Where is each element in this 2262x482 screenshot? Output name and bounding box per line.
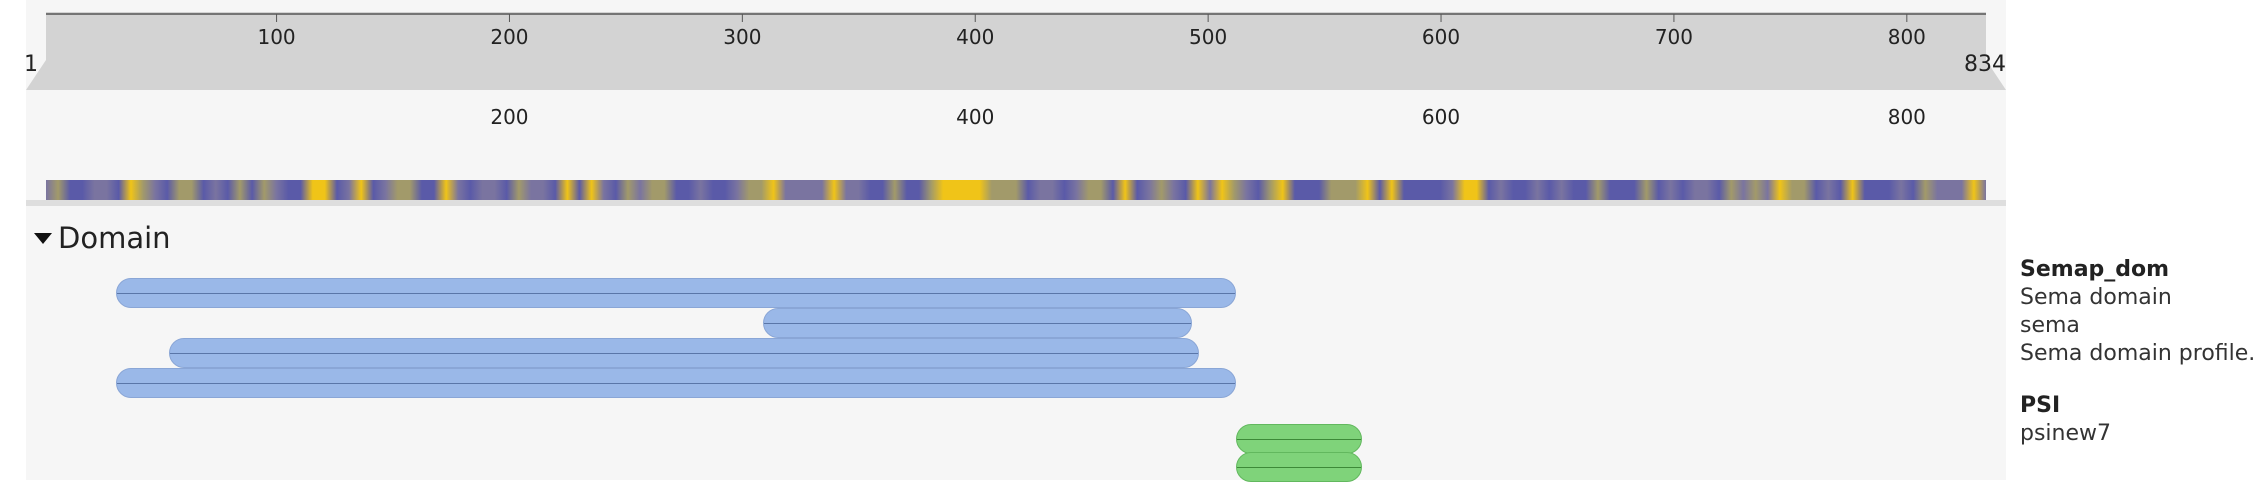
- bottom-tick-group: 200 400 600 800: [490, 105, 1926, 129]
- zoom-tick-label: 800: [1888, 105, 1926, 129]
- ruler-tick-label: 200: [490, 25, 528, 49]
- sema-domain-feature[interactable]: [115, 278, 1237, 308]
- feature-center-line: [170, 353, 1198, 354]
- hydropathy-track: [46, 180, 1986, 200]
- ruler-tick-label: 700: [1655, 25, 1693, 49]
- sema-domain-feature[interactable]: [115, 368, 1237, 398]
- ruler-start-label: 1: [24, 52, 38, 77]
- legend-line: sema: [2020, 313, 2080, 338]
- psi-domain-feature[interactable]: [1236, 452, 1362, 482]
- feature-center-line: [116, 293, 1236, 294]
- ruler-tick-label: 400: [956, 25, 994, 49]
- legend-line: psinew7: [2020, 421, 2112, 446]
- domain-section-toggle[interactable]: Domain: [34, 220, 171, 256]
- psi-domain-feature[interactable]: [1236, 424, 1362, 454]
- section-title: Domain: [58, 221, 171, 255]
- ruler-tick-label: 800: [1888, 25, 1926, 49]
- ruler-tick-label: 300: [723, 25, 761, 49]
- track-separator: [26, 200, 2006, 206]
- sequence-ruler[interactable]: 100 200 300 400 500 600 700 800 200 400 600 800 1 …: [24, 0, 2006, 200]
- zoom-tick-label: 600: [1422, 105, 1460, 129]
- feature-center-line: [764, 323, 1191, 324]
- legend-group-psi: PSI psinew7: [2020, 392, 2260, 448]
- legend-title: PSI: [2020, 393, 2061, 418]
- ruler-svg: 100 200 300 400 500 600 700 800 200 400 600 800: [26, 12, 2006, 200]
- feature-center-line: [1237, 439, 1361, 440]
- ruler-tick-label: 100: [257, 25, 295, 49]
- zoom-tick-label: 200: [490, 105, 528, 129]
- feature-legend: Semap_dom Sema domain sema Sema domain p…: [2020, 256, 2260, 472]
- legend-title: Semap_dom: [2020, 257, 2170, 282]
- ruler-tick-label: 600: [1422, 25, 1460, 49]
- feature-center-line: [1237, 467, 1361, 468]
- legend-line: Sema domain: [2020, 285, 2172, 310]
- legend-group-semap-dom: Semap_dom Sema domain sema Sema domain p…: [2020, 256, 2260, 368]
- sema-domain-feature[interactable]: [763, 308, 1192, 338]
- feature-center-line: [116, 383, 1236, 384]
- legend-line: Sema domain profile.: [2020, 341, 2256, 366]
- protein-feature-viewer: 100 200 300 400 500 600 700 800 200 400 600 800 1 …: [24, 0, 2006, 482]
- ruler-zoom-band[interactable]: [26, 12, 2006, 90]
- ruler-tick-label: 500: [1189, 25, 1227, 49]
- caret-down-icon: [34, 232, 52, 244]
- zoom-tick-label: 400: [956, 105, 994, 129]
- ruler-end-label: 834: [1964, 52, 2006, 77]
- top-tick-group: 100 200 300 400 500 600 700 800: [257, 14, 1926, 49]
- sema-domain-feature[interactable]: [169, 338, 1199, 368]
- feature-tracks: [26, 0, 2006, 482]
